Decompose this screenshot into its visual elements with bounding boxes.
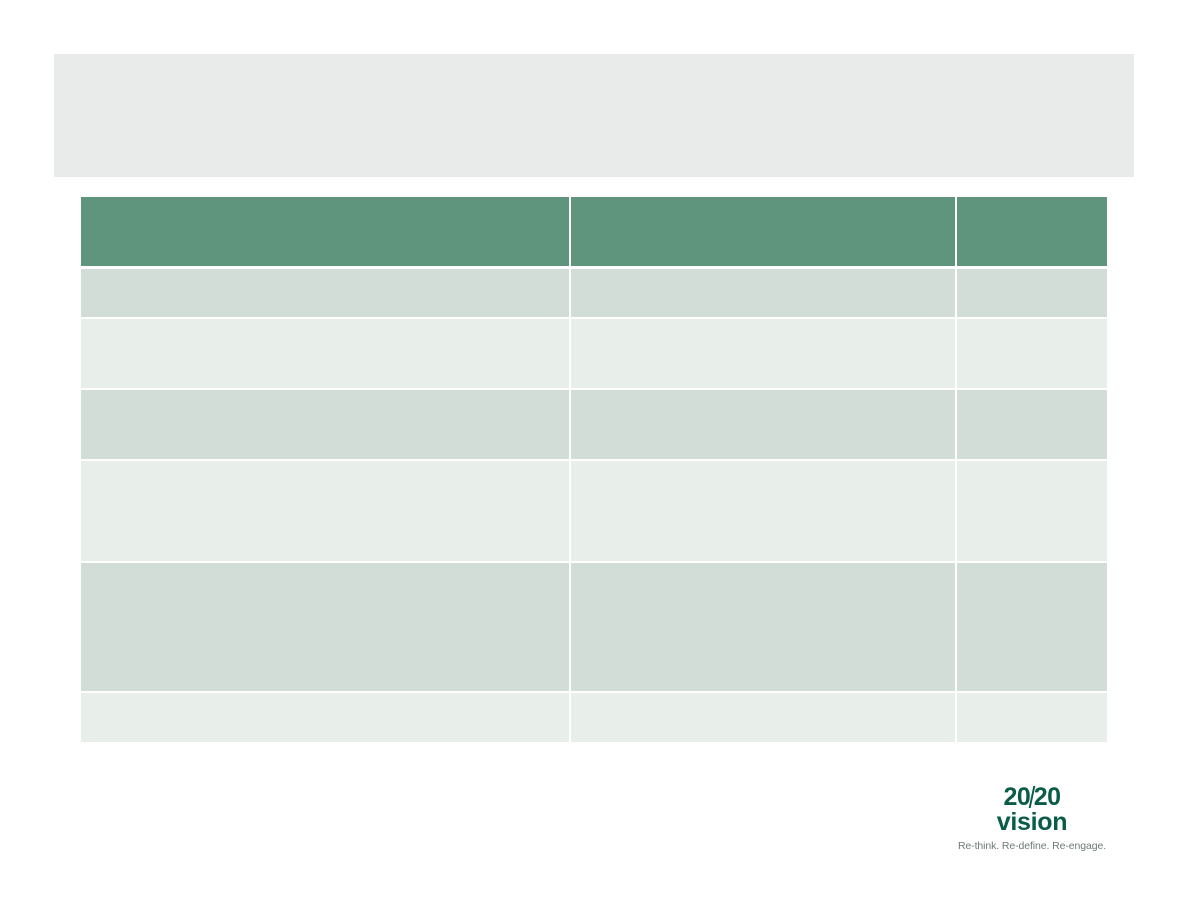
column-header: [957, 197, 1107, 269]
table-header-row: [81, 197, 1107, 269]
column-header: [571, 197, 957, 269]
table-row: [81, 461, 1107, 563]
table-cell: [81, 319, 571, 390]
logo-part2: 20: [1033, 783, 1061, 811]
data-table: [81, 197, 1107, 742]
table-row: [81, 269, 1107, 319]
table-cell: [957, 693, 1107, 742]
brand-logo: 20 20 vision Re-think. Re-define. Re-enga…: [948, 784, 1116, 852]
table-cell: [571, 563, 957, 693]
logo-part1: 20: [1003, 783, 1031, 811]
table-cell: [571, 269, 957, 319]
table-cell: [81, 693, 571, 742]
table-cell: [957, 461, 1107, 563]
table-cell: [571, 319, 957, 390]
table-cell: [81, 269, 571, 319]
table-cell: [957, 563, 1107, 693]
logo-number: 20 20: [948, 784, 1116, 810]
table-cell: [571, 390, 957, 461]
table-cell: [81, 461, 571, 563]
table-cell: [571, 693, 957, 742]
table-row: [81, 390, 1107, 461]
table-cell: [571, 461, 957, 563]
table-row: [81, 693, 1107, 742]
table-row: [81, 563, 1107, 693]
table-cell: [81, 563, 571, 693]
column-header: [81, 197, 571, 269]
table-row: [81, 319, 1107, 390]
logo-word: vision: [996, 808, 1068, 836]
table-cell: [81, 390, 571, 461]
table-cell: [957, 319, 1107, 390]
table-cell: [957, 390, 1107, 461]
logo-tagline: Re-think. Re-define. Re-engage.: [957, 840, 1107, 852]
table-cell: [957, 269, 1107, 319]
slide-title-band: [54, 54, 1134, 177]
